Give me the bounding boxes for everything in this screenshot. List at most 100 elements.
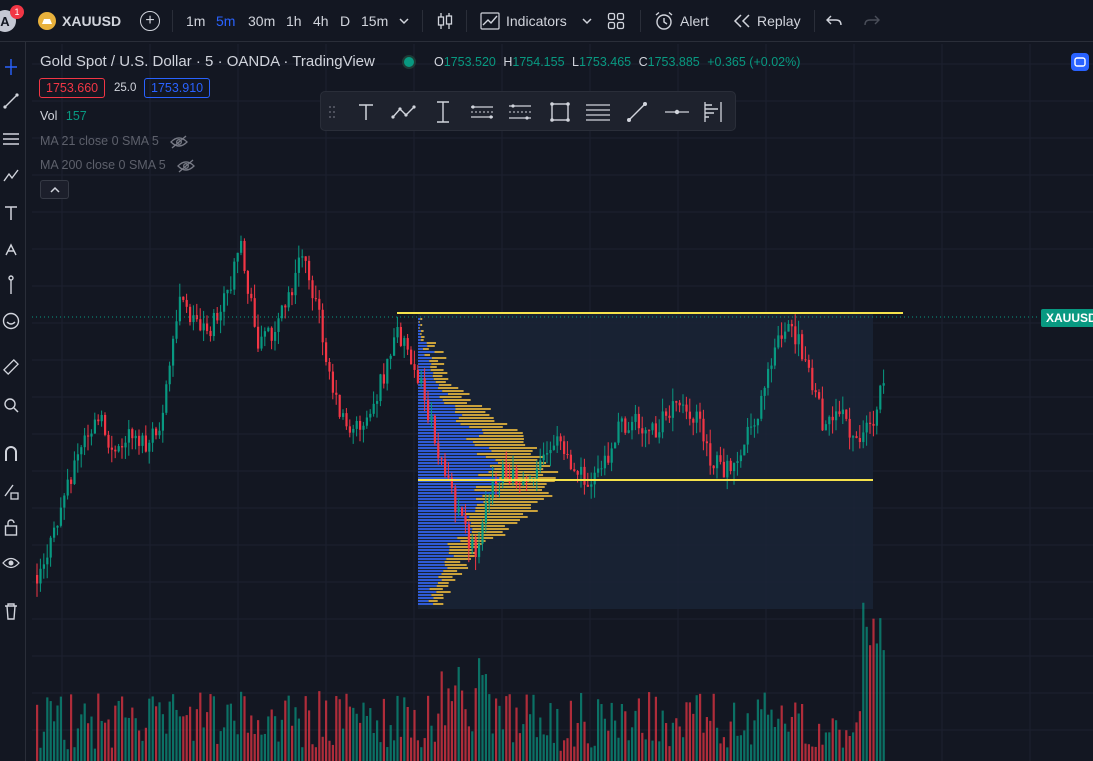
fib-tool[interactable]: [0, 126, 22, 152]
zoom-tool[interactable]: [0, 392, 22, 418]
candle-up: [841, 409, 844, 415]
profile-bar-sell: [456, 420, 495, 422]
profile-bar-buy: [418, 465, 490, 467]
profile-bar-sell: [485, 456, 544, 458]
chart-settings-button[interactable]: [1071, 53, 1089, 71]
interval-1h[interactable]: 1h: [286, 13, 302, 29]
interval-30m[interactable]: 30m: [248, 13, 276, 29]
profile-bar-buy: [418, 408, 456, 410]
volume-bar: [838, 729, 841, 761]
candle-down: [665, 411, 668, 416]
profile-bar-sell: [475, 486, 545, 488]
hide-drawings-tool[interactable]: [0, 550, 22, 576]
trend-line-tool[interactable]: [0, 88, 22, 114]
market-status-dot[interactable]: [404, 57, 414, 67]
candle-down: [654, 423, 657, 438]
ruler-tool[interactable]: [0, 354, 22, 380]
ma200-legend[interactable]: MA 200 close 0 SMA 5: [40, 158, 196, 173]
volume-legend[interactable]: Vol 157: [40, 109, 87, 123]
pattern-tool[interactable]: [0, 162, 22, 188]
volume-bar: [491, 733, 494, 761]
indicators-dropdown[interactable]: [581, 0, 593, 42]
volume-bar: [437, 713, 440, 761]
sell-price-button[interactable]: 1753.660: [39, 78, 106, 98]
candle-down: [338, 394, 341, 417]
compare-symbol-button[interactable]: +: [140, 11, 160, 31]
emoji-tool[interactable]: [0, 308, 22, 334]
candle-down: [216, 312, 219, 321]
ma21-legend[interactable]: MA 21 close 0 SMA 5: [40, 134, 189, 149]
rectangle-button[interactable]: [544, 96, 576, 128]
change-value: +0.365 (+0.02%): [707, 55, 801, 69]
volume-bar: [648, 692, 651, 761]
chart-type-button[interactable]: [436, 0, 454, 42]
drag-handle[interactable]: [323, 96, 341, 128]
pin-tool[interactable]: [0, 272, 22, 298]
interval-5m[interactable]: 5m: [216, 13, 236, 29]
layout-button[interactable]: [607, 0, 625, 42]
regression-button[interactable]: [504, 96, 536, 128]
text-tool[interactable]: [0, 200, 22, 226]
horizontal-lines-button[interactable]: [582, 96, 614, 128]
fixed-range-profile-button[interactable]: [698, 96, 730, 128]
interval-1m[interactable]: 1m: [186, 13, 206, 29]
interval-15m[interactable]: 15m: [361, 13, 389, 29]
volume-bar: [440, 671, 443, 761]
date-range-button[interactable]: [427, 96, 459, 128]
eye-off-icon[interactable]: [170, 135, 189, 149]
replay-button[interactable]: Replay: [733, 0, 801, 42]
candle-down: [583, 466, 586, 485]
remove-drawings-tool[interactable]: [0, 598, 22, 624]
volume-bar: [882, 650, 885, 761]
indicators-button[interactable]: Indicators: [480, 0, 567, 42]
text-tool-button[interactable]: [350, 96, 382, 128]
volume-bar: [53, 721, 56, 761]
candle-down: [848, 418, 851, 438]
path-tool-button[interactable]: [388, 96, 420, 128]
profile-bar-sell: [449, 546, 480, 548]
candle-up: [695, 411, 698, 423]
horizontal-ray-button[interactable]: [661, 96, 693, 128]
interval-dropdown[interactable]: [398, 0, 410, 42]
candle-up: [743, 444, 746, 456]
redo-button[interactable]: [864, 0, 880, 42]
profile-bar-sell: [441, 573, 463, 575]
eye-off-icon[interactable]: [177, 159, 196, 173]
parallel-channel-button[interactable]: [466, 96, 498, 128]
magnet-tool[interactable]: [0, 440, 22, 466]
brush-tool[interactable]: [0, 236, 22, 262]
volume-bar: [104, 722, 107, 761]
buy-price-button[interactable]: 1753.910: [144, 78, 211, 98]
profile-bar-buy: [418, 354, 425, 356]
volume-bar: [753, 720, 756, 761]
lock-tool[interactable]: [0, 514, 22, 540]
alert-button[interactable]: Alert: [654, 0, 709, 42]
volume-bar: [270, 709, 273, 761]
candle-up: [651, 423, 654, 431]
symbol-search-button[interactable]: XAUUSD: [38, 0, 121, 42]
profile-bar-buy: [418, 558, 447, 560]
candle-down: [311, 280, 314, 299]
interval-4h[interactable]: 4h: [313, 13, 329, 29]
candle-down: [284, 305, 287, 308]
collapse-legend-button[interactable]: [40, 180, 69, 199]
volume-bar: [668, 746, 671, 761]
avatar-letter: A: [0, 13, 10, 29]
maximize-icon: [1074, 57, 1086, 67]
chart-title[interactable]: Gold Spot / U.S. Dollar · 5 · OANDA · Tr…: [40, 53, 375, 70]
candle-up: [603, 455, 606, 469]
profile-bar-sell: [470, 522, 518, 524]
candle-up: [76, 454, 79, 461]
cursor-tool[interactable]: [0, 54, 22, 80]
candle-down: [563, 441, 566, 455]
volume-bar: [427, 695, 430, 761]
volume-bar: [580, 692, 583, 761]
undo-button[interactable]: [826, 0, 842, 42]
profile-bar-buy: [418, 495, 483, 497]
volume-bar: [219, 731, 222, 761]
volume-bar: [784, 723, 787, 761]
interval-d[interactable]: D: [340, 13, 351, 29]
lock-drawings-tool[interactable]: [0, 478, 22, 504]
trend-line-tool-button[interactable]: [621, 96, 653, 128]
